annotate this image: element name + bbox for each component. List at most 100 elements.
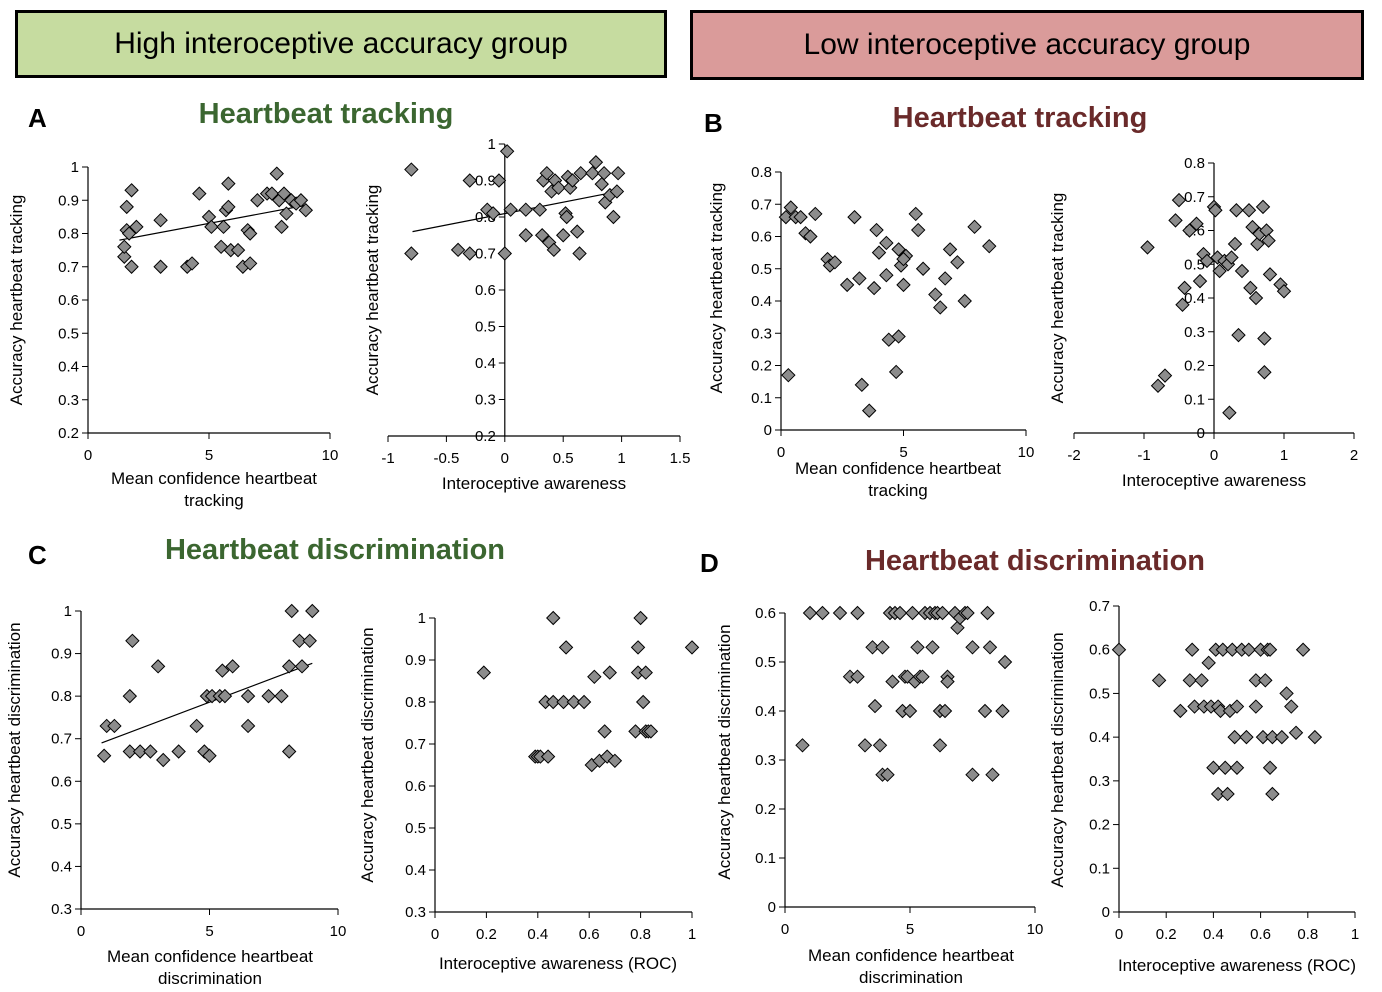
data-point xyxy=(1182,223,1197,238)
y-tick-label: 0.5 xyxy=(755,654,776,671)
data-point xyxy=(850,669,865,684)
panel-title-b: Heartbeat tracking xyxy=(892,102,1148,134)
data-point xyxy=(1210,786,1226,802)
data-point xyxy=(1248,673,1264,688)
data-point xyxy=(1150,378,1166,393)
y-tick-label: 0.5 xyxy=(51,816,72,833)
data-point xyxy=(827,255,843,270)
data-point xyxy=(783,200,799,215)
y-tick-label: 0.2 xyxy=(58,425,79,442)
panel-letter-a: A xyxy=(28,103,47,133)
data-point xyxy=(982,640,998,655)
y-tick-label: 0.5 xyxy=(751,261,772,278)
data-point xyxy=(630,640,646,655)
data-point xyxy=(1177,280,1192,296)
data-point xyxy=(638,665,653,680)
data-point xyxy=(1276,284,1292,299)
data-point xyxy=(518,202,534,217)
data-point xyxy=(891,329,906,344)
data-point xyxy=(1224,250,1239,265)
y-tick-label: 0.9 xyxy=(475,173,496,190)
y-axis-label: Accuracy heartbeat discrimination xyxy=(5,622,24,877)
data-point xyxy=(937,271,953,286)
x-axis-label: Interoceptive awareness (ROC) xyxy=(1118,956,1356,975)
data-point xyxy=(119,199,134,215)
y-tick-label: 0 xyxy=(768,899,776,916)
y-tick-label: 0.8 xyxy=(1184,155,1205,172)
data-point xyxy=(879,267,894,283)
x-tick-label: -2 xyxy=(1067,447,1080,464)
scatter-plot-b2: -2-101200.10.20.30.40.50.60.70.8Interoce… xyxy=(1048,155,1358,490)
data-point xyxy=(910,640,925,655)
y-tick-label: 0.7 xyxy=(58,259,79,276)
y-tick-label: 1 xyxy=(64,603,72,620)
data-point xyxy=(129,219,144,235)
data-point xyxy=(279,206,294,221)
y-tick-label: 0.3 xyxy=(1184,324,1205,341)
data-point xyxy=(576,694,592,710)
y-tick-label: 0.7 xyxy=(751,196,772,213)
data-point xyxy=(1208,203,1223,218)
panel-letter-b: B xyxy=(704,108,723,138)
y-tick-label: 0.1 xyxy=(1089,860,1110,877)
data-point xyxy=(915,669,930,684)
data-point xyxy=(293,193,309,208)
data-point xyxy=(793,209,808,225)
y-tick-label: 0.7 xyxy=(405,736,426,753)
data-point xyxy=(609,184,625,199)
high-accuracy-group-header: High interoceptive accuracy group xyxy=(15,10,667,78)
y-tick-label: 0.6 xyxy=(475,282,496,299)
data-point xyxy=(1206,760,1221,775)
data-point xyxy=(555,228,571,243)
data-point xyxy=(532,202,548,217)
x-axis-label: Mean confidence heartbeat xyxy=(111,469,317,488)
data-point xyxy=(546,694,561,710)
data-point xyxy=(847,209,862,225)
x-tick-label: 0.8 xyxy=(1297,926,1318,943)
data-point xyxy=(875,640,890,655)
y-axis-label: Accuracy heartbeat discrimination xyxy=(358,627,377,882)
data-point xyxy=(602,665,617,680)
data-point xyxy=(888,364,904,380)
y-tick-label: 1 xyxy=(418,610,426,627)
x-tick-label: 1 xyxy=(617,450,625,467)
x-tick-label: 1 xyxy=(688,926,696,943)
y-tick-label: 0.8 xyxy=(405,694,426,711)
y-tick-label: 0.3 xyxy=(58,392,79,409)
data-point xyxy=(852,271,867,286)
y-tick-label: 0.3 xyxy=(475,392,496,409)
data-point xyxy=(242,226,258,241)
data-point xyxy=(905,605,920,621)
y-tick-label: 0.1 xyxy=(1184,391,1205,408)
y-tick-label: 0.4 xyxy=(51,858,72,875)
data-point xyxy=(121,226,137,241)
data-point xyxy=(869,222,884,238)
y-tick-label: 0.8 xyxy=(58,226,79,243)
data-point xyxy=(264,186,280,201)
data-point xyxy=(1171,192,1187,208)
x-tick-label: 5 xyxy=(906,921,914,938)
data-point xyxy=(1250,236,1265,252)
x-axis-label: Interoceptive awareness (ROC) xyxy=(439,954,677,973)
y-tick-label: 0.3 xyxy=(755,752,776,769)
data-point xyxy=(933,300,948,315)
y-tick-label: 0.4 xyxy=(475,355,496,372)
data-point xyxy=(597,724,612,739)
data-point xyxy=(221,199,236,215)
data-point xyxy=(497,246,513,261)
data-point xyxy=(1262,267,1278,282)
data-point xyxy=(294,659,310,674)
data-point xyxy=(1192,273,1208,289)
data-point xyxy=(607,753,623,769)
data-point xyxy=(1243,280,1258,296)
x-tick-label: 0.6 xyxy=(1250,926,1271,943)
x-tick-label: 0.8 xyxy=(630,926,651,943)
high-accuracy-group-label: High interoceptive accuracy group xyxy=(114,27,568,60)
data-point xyxy=(965,640,980,655)
data-point xyxy=(1295,642,1311,657)
scatter-plot-a2: -1-0.500.511.50.20.30.40.50.60.70.80.91I… xyxy=(363,136,690,493)
data-point xyxy=(1151,673,1167,688)
data-point xyxy=(915,261,931,276)
data-point xyxy=(1157,368,1173,383)
